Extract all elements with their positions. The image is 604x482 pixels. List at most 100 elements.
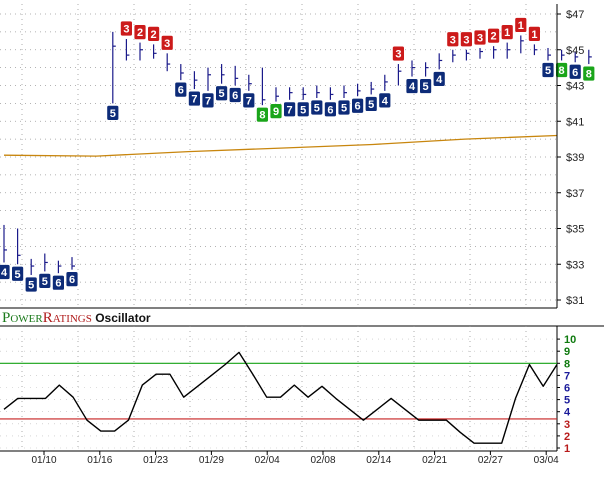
price-tick-label: $37 (566, 188, 584, 200)
rating-badge-label: 5 (545, 65, 551, 77)
rating-badge (228, 87, 242, 103)
rating-badge (0, 264, 11, 280)
oscillator-line (3, 351, 558, 444)
rating-badge-label: 8 (586, 69, 592, 81)
x-tick-label: 01/10 (31, 455, 56, 466)
price-bars (3, 31, 592, 275)
rating-badge-label: 7 (191, 94, 197, 106)
rating-badge (364, 96, 378, 112)
x-tick-label: 02/08 (310, 455, 335, 466)
rating-badge (391, 45, 405, 62)
oscillator-tick-label: 5 (564, 395, 570, 407)
rating-badge-label: 3 (477, 32, 483, 44)
rating-badge (351, 97, 365, 114)
moving-average-line (3, 134, 558, 157)
rating-badge (310, 99, 324, 116)
rating-badge (446, 31, 460, 48)
rating-badge (487, 27, 501, 44)
rating-badge-label: 3 (164, 38, 170, 50)
rating-badge-label: 6 (178, 85, 184, 97)
rating-badge (269, 103, 283, 119)
rating-badge-label: 6 (327, 104, 333, 116)
price-tick-label: $35 (566, 224, 584, 236)
rating-badge-label: 3 (450, 34, 456, 46)
rating-badge-label: 5 (219, 88, 225, 100)
rating-badge-label: 3 (395, 49, 401, 61)
price-y-axis: $47 $45 $43 $41 $39 $37 $35 $33 $31 (557, 9, 584, 307)
rating-badge (500, 24, 514, 41)
rating-badge (568, 63, 582, 80)
rating-badge-label: 4 (382, 95, 389, 107)
rating-badge (38, 272, 52, 289)
rating-badge-label: 5 (423, 81, 429, 93)
price-tick-label: $33 (566, 259, 584, 271)
rating-badge-label: 1 (531, 29, 537, 41)
title-ower: OWER (10, 313, 43, 325)
price-tick-label: $39 (566, 152, 584, 164)
rating-badge-label: 5 (42, 276, 48, 288)
title-r: R (43, 310, 53, 326)
rating-badge-label: 5 (368, 99, 374, 111)
oscillator-title: POWERRATINGS Oscillator (2, 310, 151, 326)
title-oscillator: Oscillator (92, 311, 151, 325)
oscillator-tick-label: 8 (564, 358, 570, 370)
rating-badge (419, 78, 433, 94)
rating-badge-label: 4 (409, 81, 416, 93)
rating-badge-label: 2 (151, 29, 157, 41)
x-tick-label: 02/27 (478, 455, 503, 466)
rating-badge-label: 6 (232, 90, 238, 102)
rating-badge (555, 62, 568, 78)
rating-badge-label: 7 (205, 95, 211, 107)
rating-badge-label: 6 (69, 274, 75, 286)
rating-badge-label: 5 (28, 279, 34, 291)
rating-badge (174, 81, 188, 98)
rating-badge (147, 25, 161, 42)
price-tick-label: $31 (566, 295, 584, 307)
rating-badge (52, 274, 65, 291)
rating-badge-label: 8 (559, 65, 565, 77)
price-tick-label: $45 (566, 45, 584, 57)
rating-badge-label: 3 (463, 34, 469, 46)
rating-badge-label: 5 (300, 104, 306, 116)
rating-badge (242, 92, 256, 109)
oscillator-tick-label: 2 (564, 431, 570, 443)
rating-badge-label: 5 (110, 108, 116, 120)
rating-badge (283, 101, 297, 118)
rating-badge (459, 31, 473, 48)
rating-badge-label: 5 (15, 269, 21, 281)
oscillator-tick-label: 3 (564, 419, 570, 431)
rating-badge (11, 265, 25, 282)
oscillator-tick-label: 6 (564, 383, 570, 395)
x-tick-label: 03/04 (534, 455, 559, 466)
rating-badge (296, 101, 310, 118)
oscillator-levels (0, 362, 557, 420)
rating-badge (160, 34, 174, 51)
oscillator-tick-label: 10 (564, 334, 576, 346)
panel-frame (0, 4, 604, 452)
rating-badge (120, 20, 133, 37)
rating-badge-label: 6 (355, 101, 361, 113)
rating-badge (323, 101, 337, 118)
rating-badge-label: 2 (491, 31, 497, 43)
x-tick-label: 01/16 (87, 455, 112, 466)
rating-badge-label: 5 (341, 103, 347, 115)
rating-badge-label: 6 (572, 67, 578, 79)
rating-badge-label: 1 (504, 27, 510, 39)
price-tick-label: $47 (566, 9, 584, 21)
rating-badge-label: 4 (1, 267, 8, 279)
rating-badge-label: 9 (273, 106, 279, 118)
rating-badge-label: 3 (123, 24, 129, 36)
title-p: P (2, 310, 10, 326)
oscillator-tick-label: 4 (564, 407, 571, 419)
price-tick-label: $41 (566, 116, 584, 128)
rating-badge (582, 65, 596, 82)
oscillator-tick-label: 7 (564, 370, 570, 382)
rating-badge (24, 276, 38, 293)
rating-badge (187, 90, 201, 107)
rating-badge-label: 8 (259, 110, 265, 122)
rating-badge (337, 99, 351, 116)
rating-badge-label: 1 (518, 20, 524, 32)
x-tick-label: 02/21 (422, 455, 447, 466)
